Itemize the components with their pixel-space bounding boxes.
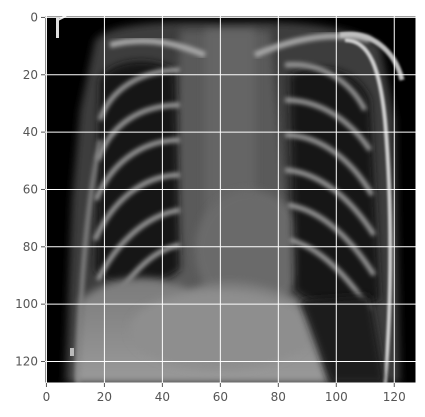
position-marker xyxy=(56,18,59,38)
left-shoulder xyxy=(339,31,405,81)
y-tick-label: 120 xyxy=(15,354,38,368)
left-clavicle xyxy=(253,32,371,58)
x-tick-label: 40 xyxy=(155,390,170,404)
heart-shadow xyxy=(195,190,305,310)
y-tick-label: 0 xyxy=(30,10,38,24)
y-tick-label: 100 xyxy=(15,297,38,311)
y-tick-label: 20 xyxy=(23,68,38,82)
xray-image xyxy=(45,16,416,383)
x-tick-label: 60 xyxy=(213,390,228,404)
x-tick-label: 0 xyxy=(43,390,51,404)
right-ribs xyxy=(92,67,181,312)
y-tick-label: 80 xyxy=(23,240,38,254)
right-lung-field xyxy=(95,61,180,285)
x-tick-label: 120 xyxy=(383,390,406,404)
ticks xyxy=(41,16,395,387)
x-tick-labels: 0 20 40 60 80 100 120 xyxy=(43,390,406,404)
axes-frame xyxy=(44,15,417,384)
x-tick-label: 100 xyxy=(325,390,348,404)
x-tick-label: 80 xyxy=(271,390,286,404)
right-clavicle xyxy=(109,37,207,58)
y-tick-label: 40 xyxy=(23,125,38,139)
left-chest-wall xyxy=(344,38,393,383)
y-tick-label: 60 xyxy=(23,182,38,196)
edge-artifact xyxy=(70,348,74,356)
x-tick-label: 20 xyxy=(97,390,112,404)
grid xyxy=(45,16,416,383)
position-marker-tick xyxy=(57,16,67,21)
y-tick-labels: 0 20 40 60 80 100 120 xyxy=(15,10,38,368)
